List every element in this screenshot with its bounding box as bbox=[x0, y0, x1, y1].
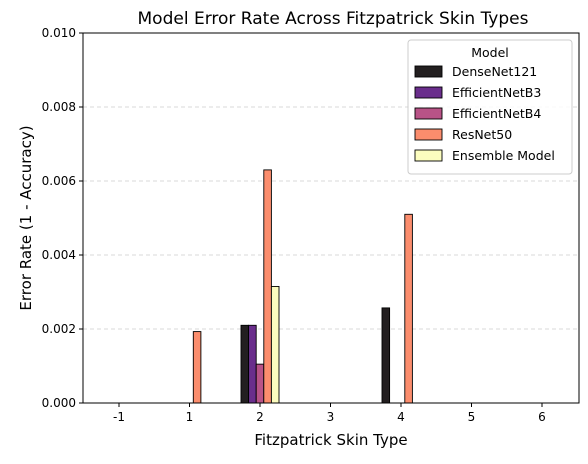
bar-efficientnetb4-2 bbox=[255, 363, 265, 404]
x-tick-label: 5 bbox=[468, 410, 476, 424]
bar-resnet50-2 bbox=[263, 169, 272, 404]
bar-efficientnetb3-2 bbox=[248, 324, 257, 404]
bar-resnet50-4 bbox=[404, 213, 413, 404]
legend-swatch bbox=[414, 149, 443, 162]
legend-title: Model bbox=[471, 45, 509, 60]
legend-frame bbox=[407, 39, 573, 175]
y-tick-label: 0.008 bbox=[42, 100, 76, 114]
x-tick-label: 2 bbox=[256, 410, 264, 424]
legend-label: DenseNet121 bbox=[452, 64, 537, 79]
x-tick-label: 3 bbox=[327, 410, 335, 424]
x-tick-label: 4 bbox=[397, 410, 405, 424]
legend-swatch bbox=[414, 86, 443, 99]
legend: Model DenseNet121 EfficientNetB3 Efficient… bbox=[407, 39, 573, 175]
bars bbox=[192, 169, 413, 404]
legend-label: EfficientNetB3 bbox=[452, 85, 541, 100]
y-tick-label: 0.010 bbox=[42, 26, 76, 40]
bar-densenet121-4 bbox=[381, 307, 391, 404]
chart-title: Model Error Rate Across Fitzpatrick Skin… bbox=[138, 9, 529, 29]
legend-label: EfficientNetB4 bbox=[452, 106, 541, 121]
y-axis-label: Error Rate (1 - Accuracy) bbox=[17, 125, 35, 310]
x-tick-label: 1 bbox=[186, 410, 194, 424]
y-axis: 0.000 0.002 0.004 0.006 0.008 0.010 bbox=[42, 26, 83, 410]
y-tick-label: 0.006 bbox=[42, 174, 76, 188]
bar-resnet50-1 bbox=[192, 331, 202, 404]
y-tick-label: 0.004 bbox=[42, 248, 76, 262]
legend-swatch bbox=[414, 107, 443, 120]
y-tick-label: 0.002 bbox=[42, 322, 76, 336]
x-axis: -1 1 2 3 4 5 6 bbox=[113, 403, 546, 424]
legend-label: Ensemble Model bbox=[452, 148, 555, 163]
bar-ensemble-model-2 bbox=[270, 286, 280, 404]
legend-label: ResNet50 bbox=[452, 127, 512, 142]
x-axis-label: Fitzpatrick Skin Type bbox=[254, 431, 407, 449]
legend-swatch bbox=[414, 65, 443, 78]
x-tick-label: 6 bbox=[538, 410, 546, 424]
legend-swatch bbox=[414, 128, 443, 141]
bar-densenet121-2 bbox=[240, 324, 250, 404]
x-tick-label: -1 bbox=[113, 410, 125, 424]
y-tick-label: 0.000 bbox=[42, 396, 76, 410]
